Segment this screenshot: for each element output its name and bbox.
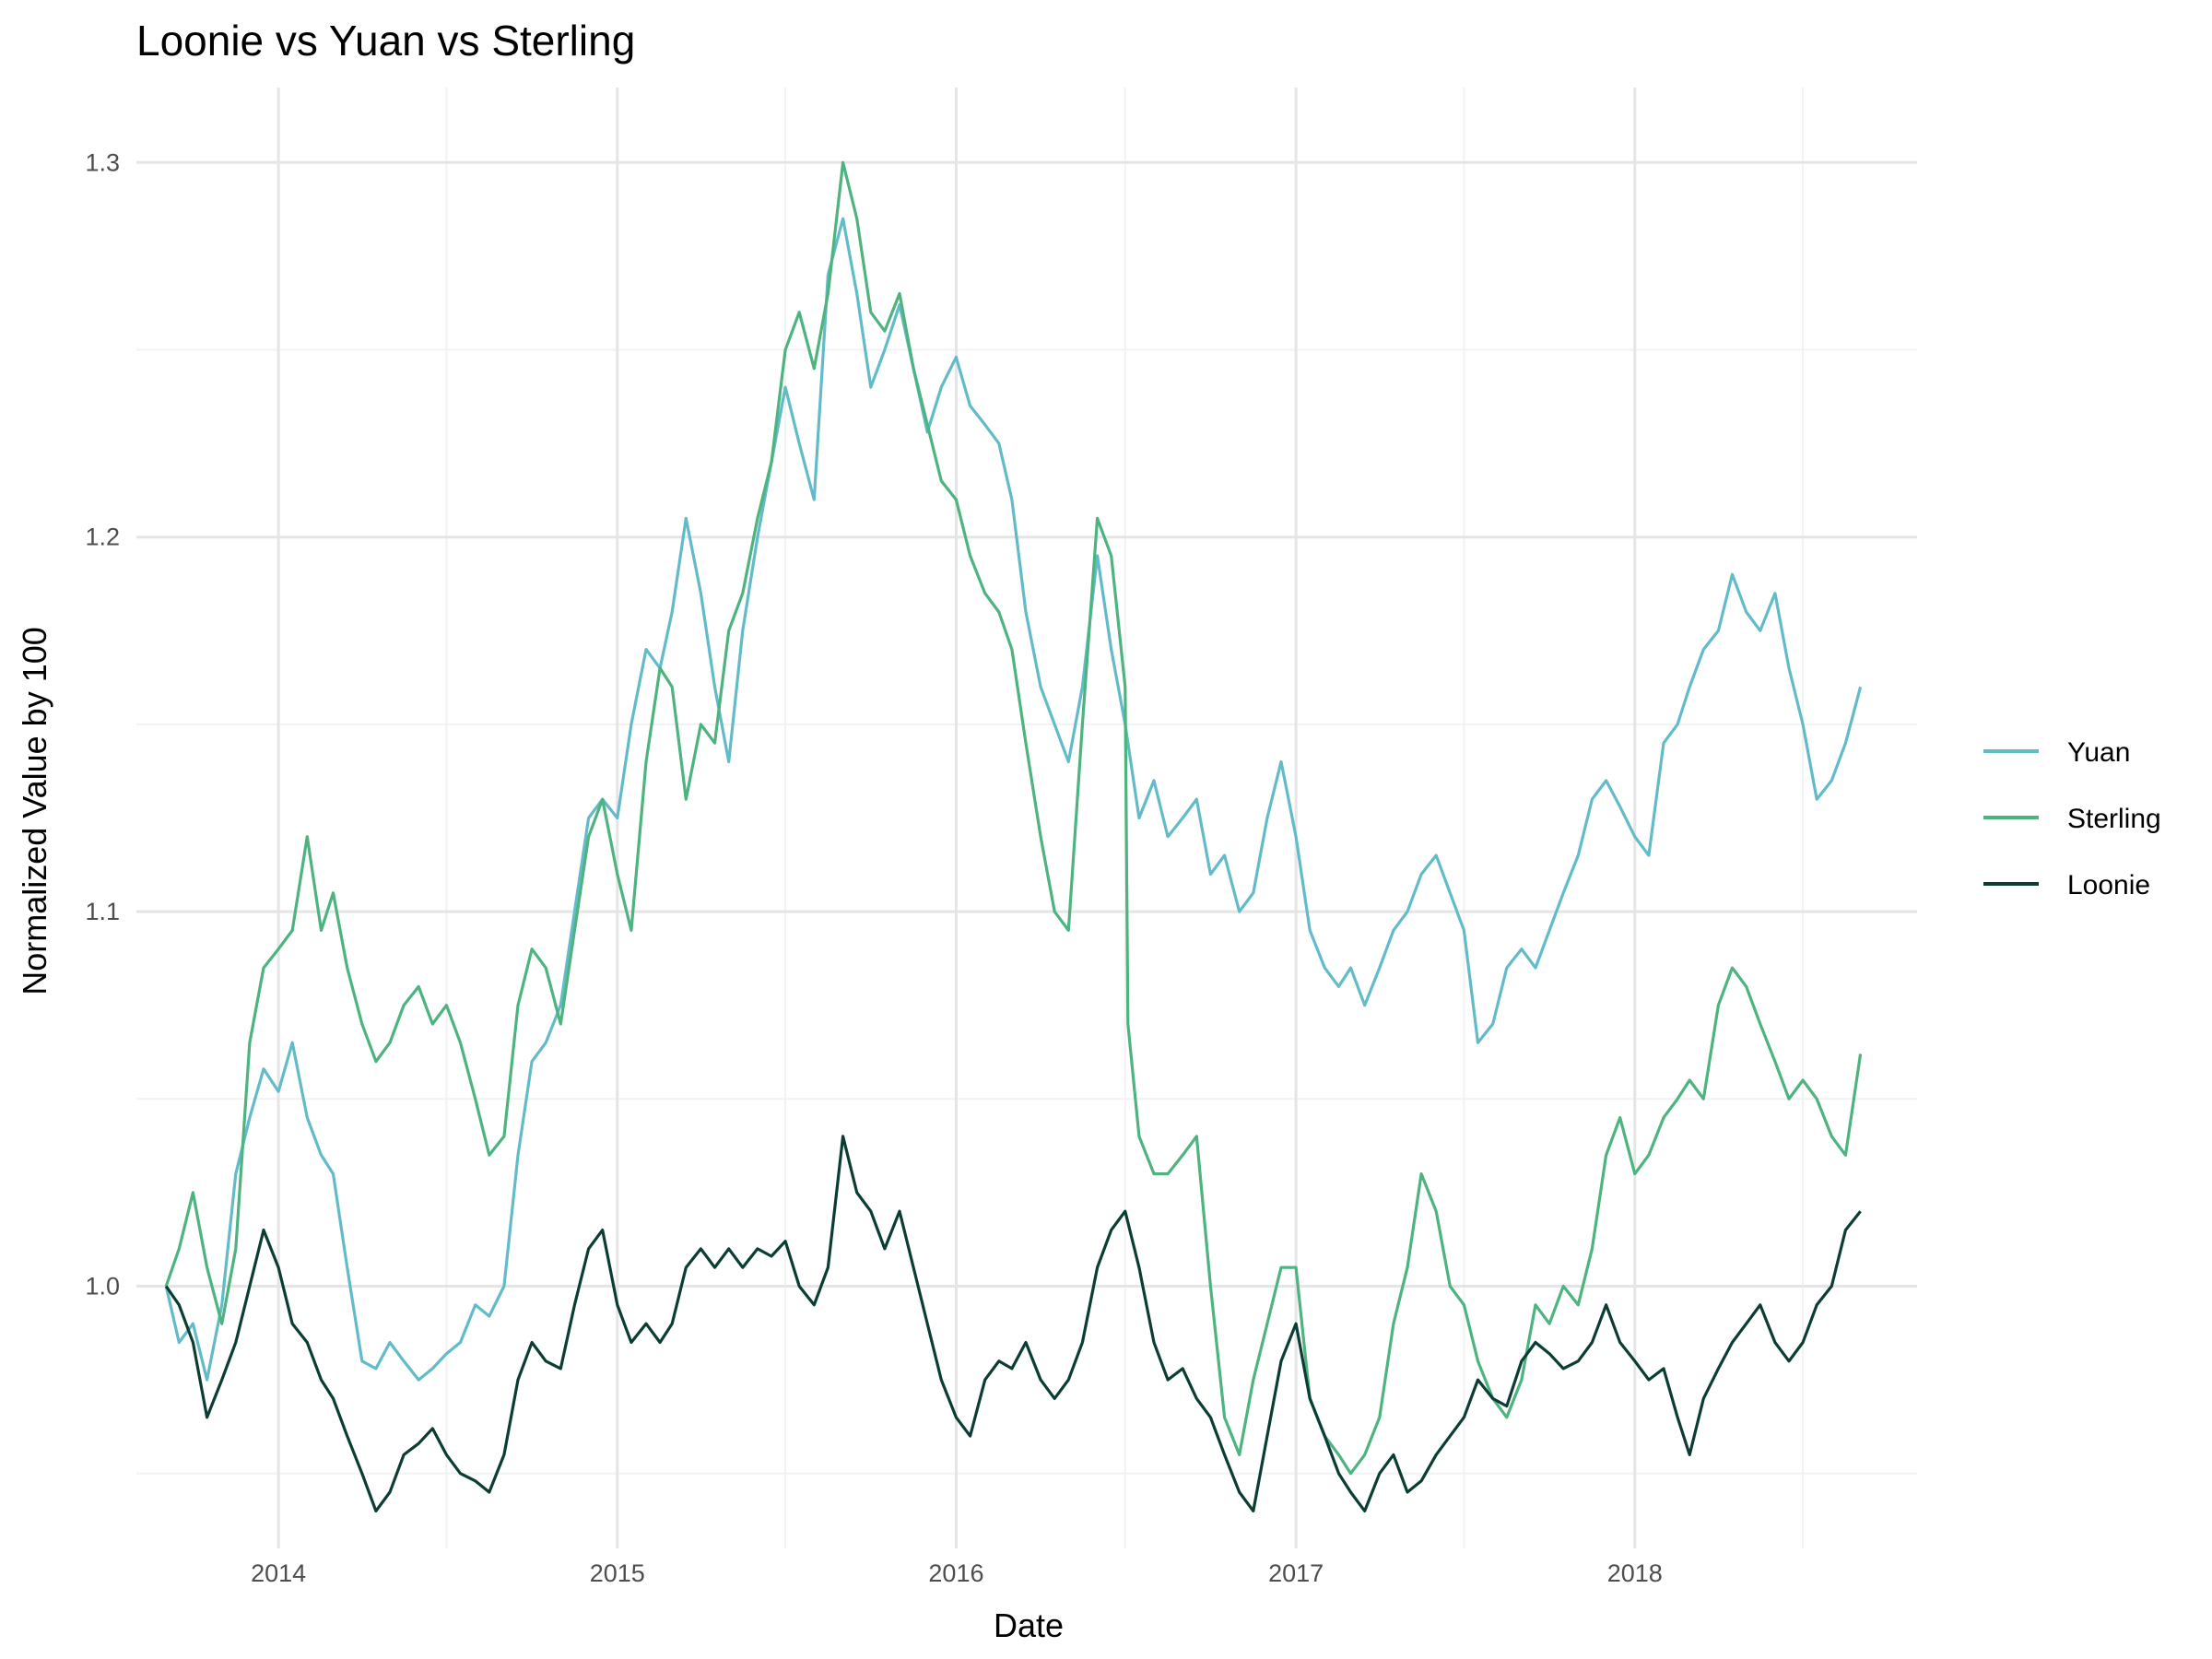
series-line-sterling [164,160,1863,1476]
y-tick-label: 1.2 [85,524,120,551]
legend-item-loonie: Loonie [1983,870,2150,900]
y-axis-title: Normalized Value by 100 [16,627,53,995]
x-tick-label: 2014 [251,1559,306,1587]
legend-item-yuan: Yuan [1983,737,2130,768]
legend-item-sterling: Sterling [1983,804,2161,834]
legend-label: Yuan [2067,737,2130,768]
x-axis-ticks: 2014 2015 2016 2017 2018 [251,1559,1663,1587]
y-axis-ticks: 1.0 1.1 1.2 1.3 [85,148,120,1300]
legend: Yuan Sterling Loonie [1983,737,2161,900]
series-line-loonie [164,1135,1862,1512]
legend-label: Loonie [2067,870,2150,900]
x-tick-label: 2017 [1268,1559,1324,1587]
x-tick-label: 2015 [590,1559,645,1587]
x-tick-label: 2018 [1607,1559,1663,1587]
y-tick-label: 1.3 [85,148,120,176]
y-tick-label: 1.0 [85,1273,120,1300]
grid [136,88,1917,1548]
legend-label: Sterling [2067,804,2161,834]
chart-title: Loonie vs Yuan vs Sterling [136,17,635,65]
x-tick-label: 2016 [928,1559,983,1587]
y-tick-label: 1.1 [85,898,120,925]
series-lines [164,160,1863,1512]
series-line-yuan [164,217,1863,1382]
x-axis-title: Date [994,1606,1064,1644]
